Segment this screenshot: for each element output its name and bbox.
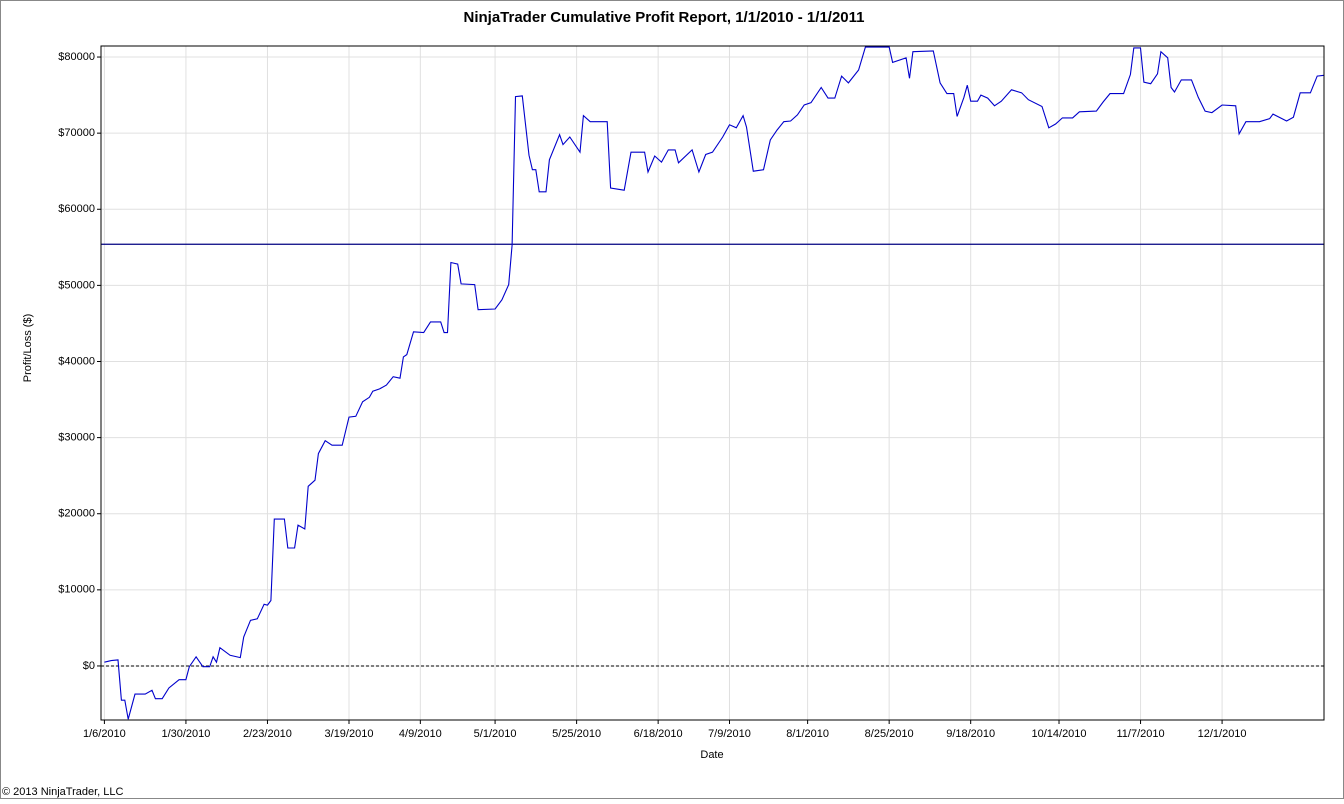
plot xyxy=(101,46,1325,720)
y-tick-label: $40000 xyxy=(58,355,95,367)
y-tick-label: $80000 xyxy=(58,51,95,63)
y-axis-label: Profit/Loss ($) xyxy=(22,314,34,382)
x-tick-label: 11/7/2010 xyxy=(1116,728,1164,740)
x-axis-label: Date xyxy=(700,749,723,761)
y-tick-label: $60000 xyxy=(58,203,95,215)
x-tick-label: 6/18/2010 xyxy=(634,728,683,740)
x-tick-label: 3/19/2010 xyxy=(325,728,374,740)
x-tick-label: 12/1/2010 xyxy=(1198,728,1247,740)
x-tick-label: 1/6/2010 xyxy=(83,728,126,740)
x-tick-label: 5/25/2010 xyxy=(552,728,601,740)
x-tick-label: 8/1/2010 xyxy=(786,728,829,740)
plot-frame xyxy=(100,45,1325,721)
x-tick-label: 4/9/2010 xyxy=(399,728,442,740)
x-tick-label: 8/25/2010 xyxy=(865,728,914,740)
series-line xyxy=(104,46,1325,720)
y-tick-label: $30000 xyxy=(58,432,95,444)
x-tick-label: 2/23/2010 xyxy=(243,728,292,740)
chart-title: NinjaTrader Cumulative Profit Report, 1/… xyxy=(464,9,865,26)
x-tick-label: 9/18/2010 xyxy=(946,728,995,740)
y-tick-label: $10000 xyxy=(58,584,95,596)
x-tick-label: 5/1/2010 xyxy=(474,728,517,740)
y-tick-label: $50000 xyxy=(58,279,95,291)
copyright: © 2013 NinjaTrader, LLC xyxy=(2,786,123,798)
grid xyxy=(97,46,1324,724)
y-tick-label: $70000 xyxy=(58,127,95,139)
x-tick-label: 7/9/2010 xyxy=(708,728,751,740)
x-tick-label: 1/30/2010 xyxy=(161,728,210,740)
y-tick-label: $20000 xyxy=(58,508,95,520)
y-tick-label: $0 xyxy=(83,660,95,672)
x-tick-label: 10/14/2010 xyxy=(1031,728,1086,740)
